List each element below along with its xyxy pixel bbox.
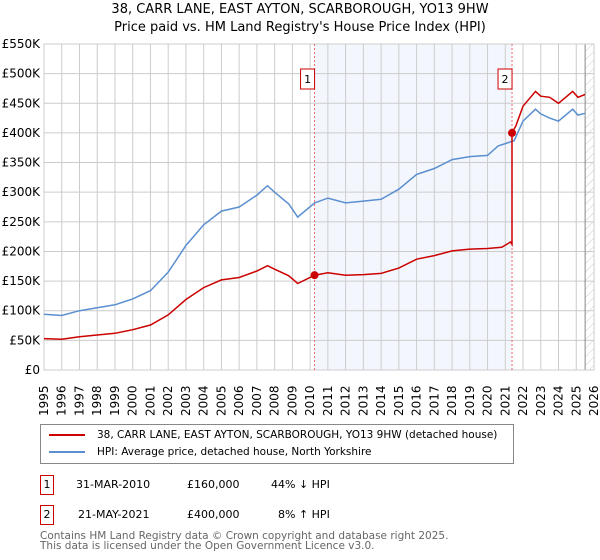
y-tick-label: £450K <box>2 96 42 110</box>
x-tick-label: 2026 <box>587 385 600 416</box>
x-tick-label: 2012 <box>339 385 353 416</box>
sale-date: 31-MAR-2010 <box>76 478 151 491</box>
chart-title: 38, CARR LANE, EAST AYTON, SCARBOROUGH, … <box>111 2 489 17</box>
y-tick-label: £200K <box>2 244 42 258</box>
footer-note: Contains HM Land Registry data © Crown c… <box>40 530 449 552</box>
x-tick-label: 2024 <box>552 385 566 416</box>
x-tick-label: 2021 <box>498 385 512 416</box>
sale-marker-number: 2 <box>502 73 509 86</box>
legend: 38, CARR LANE, EAST AYTON, SCARBOROUGH, … <box>40 424 514 464</box>
y-tick-label: £150K <box>2 274 42 288</box>
x-tick-label: 2003 <box>179 385 193 416</box>
x-tick-label: 2019 <box>463 385 477 416</box>
x-tick-label: 2006 <box>232 385 246 416</box>
sale-price: £160,000 <box>187 478 240 491</box>
y-tick-label: £100K <box>2 304 42 318</box>
y-tick-label: £500K <box>2 67 42 81</box>
plot-border <box>43 43 595 371</box>
chart-subtitle: Price paid vs. HM Land Registry's House … <box>114 20 486 35</box>
x-tick-label: 2020 <box>481 385 495 416</box>
footer-line-1: Contains HM Land Registry data © Crown c… <box>40 530 449 542</box>
sale-hpi-diff: 44% ↓ HPI <box>271 478 330 491</box>
x-tick-label: 2023 <box>534 385 548 416</box>
y-tick-label: £250K <box>2 215 42 229</box>
sale-marker-box <box>497 68 513 90</box>
x-tick-label: 2007 <box>250 385 264 416</box>
x-tick-label: 1997 <box>72 385 86 416</box>
legend-label-hpi: HPI: Average price, detached house, Nort… <box>97 446 372 458</box>
y-tick-label: £400K <box>2 126 42 140</box>
x-tick-label: 1995 <box>37 385 51 416</box>
hpi-line <box>43 108 586 317</box>
y-tick-label: £0 <box>25 363 40 377</box>
x-tick-label: 2005 <box>214 385 228 416</box>
x-tick-label: 2011 <box>321 385 335 416</box>
x-tick-label: 2018 <box>445 385 459 416</box>
x-tick-label: 1998 <box>90 385 104 416</box>
y-tick-label: £50K <box>9 333 41 347</box>
sale-date: 21-MAY-2021 <box>78 508 150 521</box>
x-tick-label: 2010 <box>303 385 317 416</box>
sale-hpi-diff: 8% ↑ HPI <box>278 508 330 521</box>
legend-swatch-red <box>49 434 85 436</box>
x-tick-label: 2022 <box>516 385 530 416</box>
sale-row-1: 1 31-MAR-2010 £160,000 44% ↓ HPI <box>40 475 440 495</box>
sale-marker-box <box>300 68 316 90</box>
plot-area: 1995 1996 1997 1998 1999 2000 2001 2002 2003 2004… <box>2 37 600 416</box>
x-tick-label: 2014 <box>374 385 388 416</box>
x-tick-label: 2017 <box>427 385 441 416</box>
x-tick-label: 2004 <box>197 385 211 416</box>
x-tick-label: 2016 <box>410 385 424 416</box>
legend-swatch-blue <box>49 451 85 453</box>
forecast-hatch <box>585 44 594 370</box>
x-tick-label: 2025 <box>569 385 583 416</box>
sale-point <box>310 271 319 280</box>
footer-line-2: This data is licensed under the Open Gov… <box>40 540 375 552</box>
y-tick-label: £300K <box>2 185 42 199</box>
x-tick-label: 2000 <box>126 385 140 416</box>
x-tick-label: 1999 <box>108 385 122 416</box>
sale-marker-label: 2 <box>40 505 54 525</box>
x-tick-label: 2001 <box>143 385 157 416</box>
sale-point <box>508 128 517 137</box>
sale-marker-label: 1 <box>40 475 54 495</box>
x-tick-label: 2008 <box>268 385 282 416</box>
x-tick-label: 2009 <box>285 385 299 416</box>
legend-label-property: 38, CARR LANE, EAST AYTON, SCARBOROUGH, … <box>97 429 498 441</box>
sale-marker-number: 1 <box>304 73 311 86</box>
x-tick-label: 2015 <box>392 385 406 416</box>
x-tick-label: 2013 <box>356 385 370 416</box>
y-tick-label: £550K <box>2 37 42 51</box>
y-tick-label: £350K <box>2 156 42 170</box>
x-tick-label: 1996 <box>55 385 69 416</box>
sale-price: £400,000 <box>187 508 240 521</box>
sale-row-2: 2 21-MAY-2021 £400,000 8% ↑ HPI <box>40 505 440 525</box>
price-paid-line <box>43 90 586 340</box>
x-tick-label: 2002 <box>161 385 175 416</box>
shaded-ownership-period <box>314 44 513 370</box>
